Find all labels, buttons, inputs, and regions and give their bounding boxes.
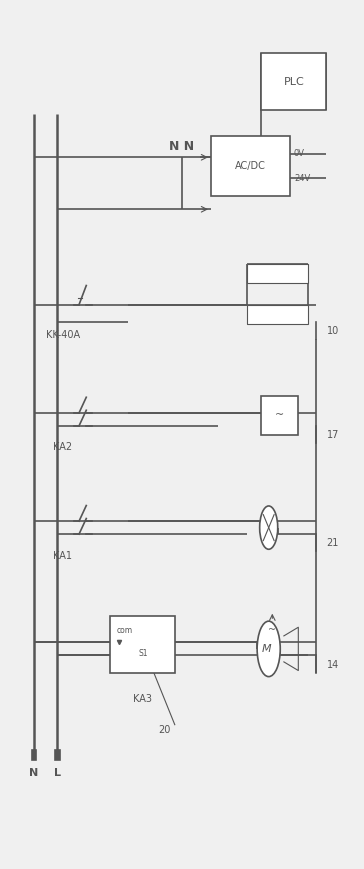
Text: ~: ~ — [268, 625, 276, 634]
Text: 10: 10 — [327, 326, 339, 336]
Text: L: L — [54, 768, 61, 778]
Text: 17: 17 — [327, 430, 339, 441]
Text: PLC: PLC — [284, 76, 304, 87]
Text: 0V: 0V — [294, 149, 305, 158]
Bar — [110, 616, 175, 673]
Text: KA3: KA3 — [133, 693, 152, 704]
Text: KK-40A: KK-40A — [46, 330, 80, 340]
Bar — [261, 395, 298, 434]
Text: N: N — [29, 768, 39, 778]
Text: N N: N N — [169, 140, 195, 153]
Bar — [211, 136, 290, 196]
Text: 20: 20 — [158, 725, 170, 734]
Text: com: com — [117, 626, 133, 635]
Circle shape — [260, 506, 278, 549]
Text: KA1: KA1 — [53, 551, 72, 561]
Text: 24V: 24V — [294, 174, 310, 182]
Circle shape — [257, 621, 280, 677]
Bar — [247, 304, 308, 323]
Text: AC/DC: AC/DC — [235, 161, 266, 171]
Text: 21: 21 — [327, 539, 339, 548]
Text: S1: S1 — [139, 648, 148, 658]
Text: ~: ~ — [275, 410, 284, 420]
Bar — [247, 264, 308, 283]
Text: M: M — [262, 644, 272, 653]
Text: KA2: KA2 — [53, 442, 72, 453]
Bar — [261, 53, 327, 109]
Bar — [32, 750, 36, 760]
Text: 14: 14 — [327, 660, 339, 670]
Bar — [55, 750, 60, 760]
